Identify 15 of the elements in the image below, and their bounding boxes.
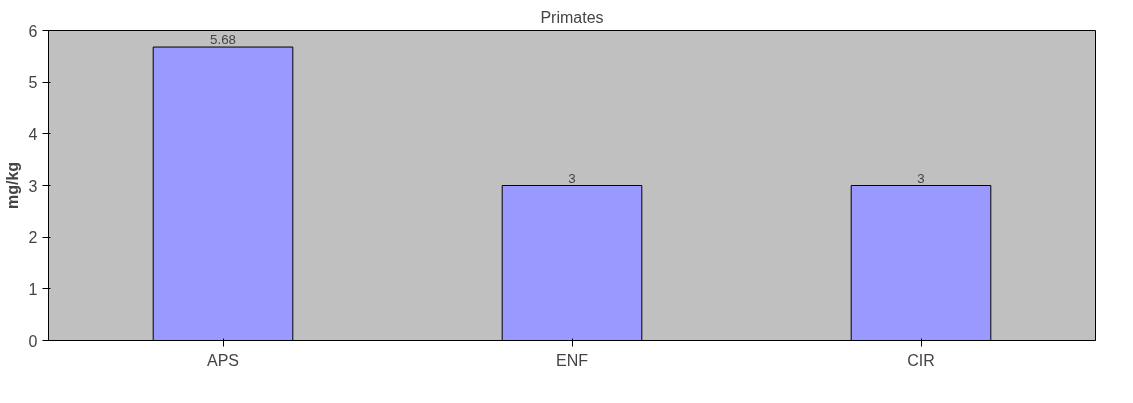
y-tick-label: 5 [28,74,38,92]
y-tick-label: 0 [28,332,38,350]
y-tick-label: 3 [28,177,38,195]
chart-title: Primates [540,8,604,26]
y-axis-title: mg/kg [3,161,21,210]
x-tick-label: APS [206,351,240,369]
x-tick-label: ENF [556,351,589,369]
x-tick-label: CIR [907,351,935,369]
data-label: 3 [568,170,576,186]
y-tick-label: 4 [28,125,38,143]
data-label: 5.68 [210,32,236,48]
y-tick-label: 1 [28,280,38,298]
y-tick-label: 6 [28,22,38,40]
data-label: 3 [917,170,925,186]
y-tick-label: 2 [28,229,38,247]
